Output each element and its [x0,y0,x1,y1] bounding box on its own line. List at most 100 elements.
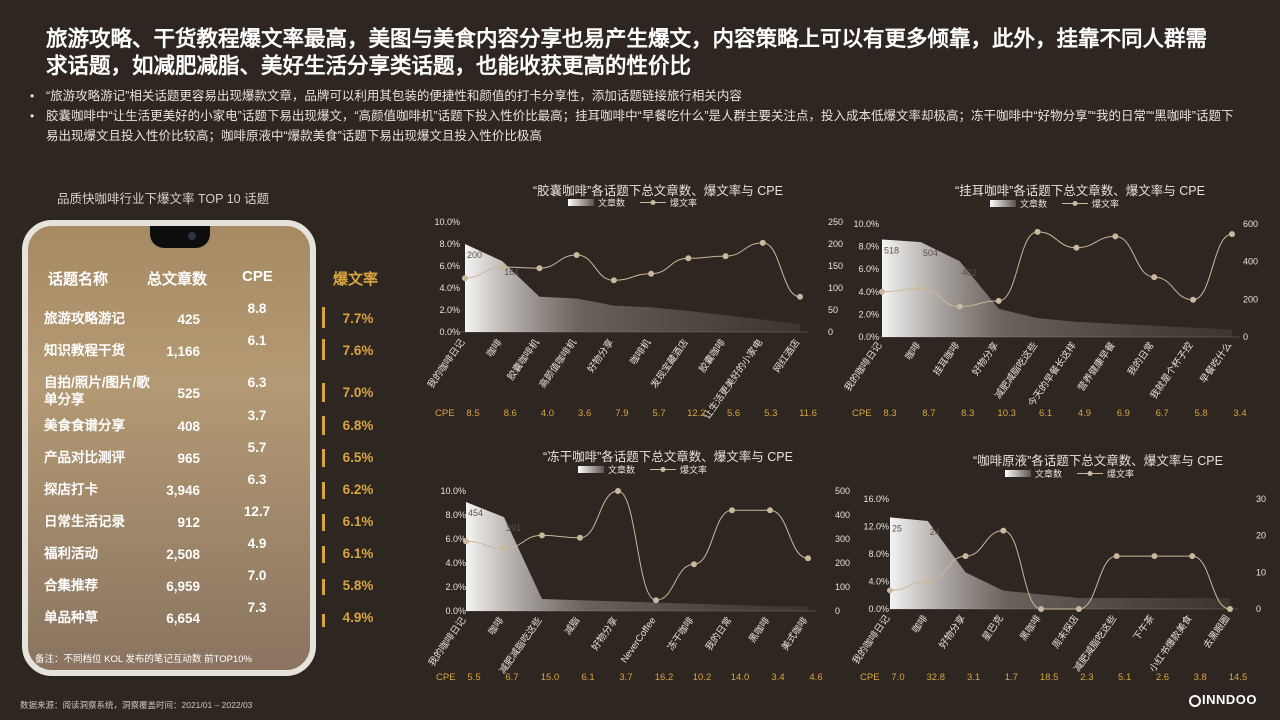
legend-area-swatch [578,466,604,473]
legend-marker [660,467,666,472]
y-right-tick: 150 [828,261,843,271]
rate-point [539,532,545,539]
ranking-rate-bar [322,339,325,360]
cpe-value: 8.7 [922,408,935,419]
rate-point [691,561,697,568]
chart-title: “胶囊咖啡”各话题下总文章数、爆文率与 CPE [533,183,783,198]
cpe-value: 3.4 [771,672,784,683]
article-data-label: 454 [468,508,483,518]
y-right-tick: 300 [835,534,850,544]
category-label: 黑咖啡 [1017,612,1043,643]
data-source-footer: 数据来源：阅读洞察系统，洞察覆盖时间：2021/01 – 2022/03 [20,700,253,710]
y-right-tick: 600 [1243,219,1258,229]
y-right-tick: 30 [1256,494,1266,504]
rate-point [1190,296,1197,303]
y-right-tick: 100 [835,582,850,592]
article-data-label: 504 [923,248,938,258]
category-label: 高颜值咖啡机 [537,336,580,390]
rate-point [536,265,543,272]
category-label: 我的咖啡日记 [842,339,885,393]
y-left-tick: 6.0% [858,264,879,274]
rate-point [917,285,924,292]
rate-point [1038,606,1045,612]
ranking-topic: 日常生活记录 [44,514,125,529]
phone-notch [150,226,210,248]
y-right-tick: 500 [835,486,850,496]
article-data-label: 161 [504,267,519,277]
y-right-tick: 0 [1243,332,1248,342]
cpe-value: 3.6 [578,408,591,419]
y-right-tick: 200 [835,558,850,568]
rate-point [924,578,931,585]
rate-point [463,538,469,545]
category-label: 咖啡 [909,612,930,635]
rate-point [648,270,655,277]
ranking-title: 品质快咖啡行业下爆文率 TOP 10 话题 [57,192,270,206]
category-label: 营养健康早餐 [1075,339,1118,393]
y-right-tick: 400 [835,510,850,520]
y-left-tick: 2.0% [445,582,466,592]
rate-point [759,239,766,246]
rate-point [1151,553,1158,560]
cpe-row-label: CPE [852,408,872,419]
ranking-cpe: 3.7 [247,408,267,423]
bullet-dot: • [30,89,35,103]
legend-label: 文章数 [1020,198,1047,209]
y-left-tick: 0.0% [858,332,879,342]
legend-marker [1072,201,1078,206]
cpe-value: 15.0 [541,672,560,683]
category-label: NeverCoffee [619,615,659,665]
y-left-tick: 10.0% [853,219,879,229]
y-right-tick: 400 [1243,257,1258,267]
ranking-cpe: 7.0 [247,568,267,583]
cpe-value: 4.0 [541,408,554,419]
category-label: 好物分享 [969,340,1001,378]
ranking-rate-bar [322,482,325,499]
y-right-tick: 50 [828,305,838,315]
category-label: 我的日常 [1125,340,1157,378]
ranking-cpe: 7.3 [247,600,267,615]
category-label: 我的咖啡日记 [426,614,469,668]
ranking-topic: 合集推荐 [44,578,98,593]
category-label: 挂耳咖啡 [931,339,963,377]
cpe-row-label: CPE [435,408,455,419]
y-right-tick: 200 [828,239,843,249]
ranking-count: 6,959 [166,579,200,594]
ranking-rate-bar [322,514,325,531]
cpe-value: 6.1 [581,672,594,683]
y-right-tick: 200 [1243,294,1258,304]
cpe-value: 6.1 [1039,408,1052,419]
insight-bullets: • “旅游攻略游记”相关话题更容易出现爆款文章，品牌可以利用其包装的便捷性和颜值的… [28,86,1238,146]
chart-title: “冻干咖啡”各话题下总文章数、爆文率与 CPE [543,449,793,464]
ranking-count: 408 [177,419,200,434]
phone-frame [22,220,316,676]
rate-line [464,242,801,298]
bullet-text: “旅游攻略游记”相关话题更容易出现爆款文章，品牌可以利用其包装的便捷性和颜值的打… [46,89,742,103]
y-left-tick: 4.0% [439,283,460,293]
ranking-cpe: 4.9 [247,536,267,551]
category-label: 好物分享 [589,615,621,653]
rate-line [465,490,809,601]
y-right-tick: 0 [835,606,840,616]
cpe-value: 11.6 [799,408,817,419]
legend-area-swatch [990,200,1016,207]
ranking-topic: 探店打卡 [44,482,98,497]
articles-area [882,239,1232,337]
legend-label: 爆文率 [1092,198,1119,209]
ranking-count: 6,654 [166,611,200,626]
ranking-count: 965 [177,451,200,466]
cpe-value: 8.3 [961,408,974,419]
insight-bullet-1: • “旅游攻略游记”相关话题更容易出现爆款文章，品牌可以利用其包装的便捷性和颜值的… [28,86,1238,106]
ranking-topic: 美食食谱分享 [44,418,125,433]
category-label: 黑咖啡 [746,614,772,645]
y-left-tick: 4.0% [868,577,889,587]
cpe-value: 16.2 [655,672,674,683]
cpe-value: 3.4 [1233,408,1246,419]
y-left-tick: 4.0% [858,287,879,297]
legend-area-swatch [568,199,594,206]
cpe-value: 7.0 [891,672,904,683]
y-left-tick: 8.0% [439,239,460,249]
legend-label: 爆文率 [1107,468,1134,479]
rate-point [729,507,735,514]
